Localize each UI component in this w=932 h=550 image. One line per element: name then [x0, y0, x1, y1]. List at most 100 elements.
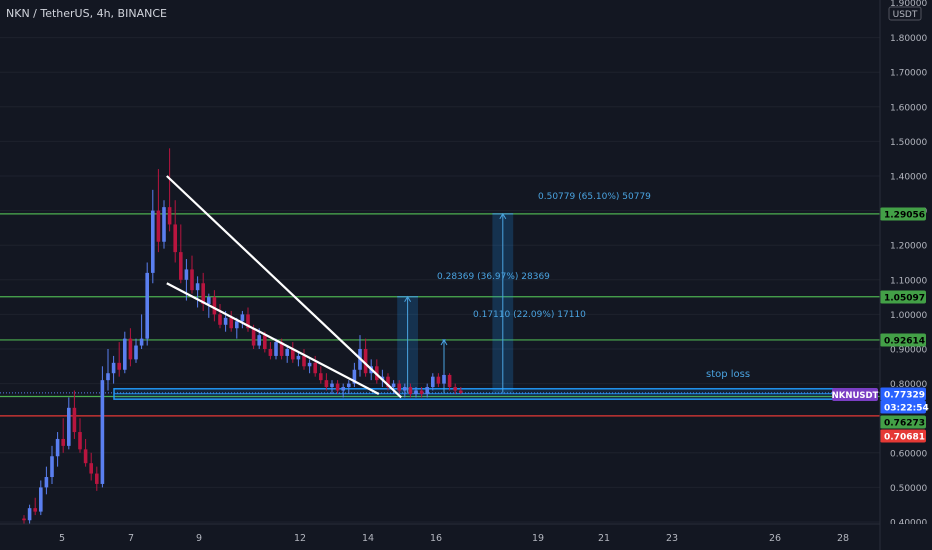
price-tick-label: 0.60000: [890, 449, 927, 459]
candle-bull: [257, 335, 261, 346]
candle-bear: [419, 390, 424, 394]
candle-bear: [212, 297, 217, 315]
price-tag-label: 1.29056: [884, 211, 925, 221]
candle-bull: [100, 380, 105, 484]
price-tag-label: 0.70681: [884, 433, 925, 443]
price-tag-label: 1.05097: [884, 294, 925, 304]
candle-bull: [341, 387, 345, 391]
time-tick-label: 9: [196, 533, 202, 544]
candle-bear: [201, 283, 205, 305]
candle-bear: [95, 473, 99, 484]
candle-bear: [128, 338, 133, 360]
target3-label: 0.50779 (65.10%) 50779: [538, 192, 651, 202]
price-tick-label: 1.00000: [890, 311, 927, 321]
candle-bear: [251, 328, 256, 346]
candle-bull: [235, 321, 239, 329]
candle-bear: [61, 438, 65, 446]
candle-bear: [279, 342, 284, 356]
candle-bear: [319, 373, 323, 381]
price-axis-ticks: 1.800001.700001.600001.500001.400001.300…: [890, 34, 927, 528]
time-tick-label: 16: [430, 533, 442, 544]
candle-bull: [27, 508, 32, 521]
candle-bull: [44, 477, 49, 488]
candle-bull: [184, 269, 189, 280]
price-tag: [880, 415, 926, 429]
candle-bear: [453, 387, 457, 391]
candle-bear: [22, 518, 26, 521]
candle-bull: [431, 376, 435, 388]
candle-bull: [425, 387, 429, 394]
price-tick-label: 1.10000: [890, 276, 927, 286]
candle-bull: [134, 345, 138, 360]
time-axis[interactable]: [0, 524, 932, 550]
price-tag-label: 0.92614: [884, 337, 925, 347]
wedge-lower-line: [166, 282, 380, 395]
price-tick-label: 0.80000: [890, 380, 927, 390]
candle-bear: [179, 252, 183, 280]
candle-bull: [162, 207, 166, 242]
candle-bear: [302, 355, 306, 367]
candle-bull: [240, 314, 245, 322]
candle-bear: [291, 349, 295, 360]
candles-layer: [22, 148, 463, 524]
price-tick-label: 1.50000: [890, 138, 927, 148]
candle-bull: [111, 362, 116, 374]
price-tick-label: 1.60000: [890, 103, 927, 113]
candle-bull: [391, 383, 396, 388]
target2-label: 0.28369 (36.97%) 28369: [437, 272, 550, 282]
candle-bull: [139, 338, 144, 346]
candle-bull: [403, 387, 407, 391]
wedge-upper-line: [166, 175, 402, 399]
candle-bear: [313, 362, 317, 374]
candle-bull: [106, 373, 110, 381]
time-tick-label: 12: [294, 533, 306, 544]
price-tick-label: 0.40000: [890, 519, 927, 529]
candle-bear: [72, 407, 77, 433]
time-tick-label: 21: [598, 533, 610, 544]
price-tag: [880, 290, 926, 304]
stop-zone-layer: [113, 388, 839, 400]
time-tick-label: 26: [769, 533, 781, 544]
price-tag-label: 03:22:54: [884, 404, 929, 414]
candle-bear: [156, 210, 161, 242]
price-tick-label: 1.20000: [890, 242, 927, 252]
unit-label: USDT: [893, 10, 918, 20]
candle-bull: [151, 210, 155, 273]
price-tick-label: 1.40000: [890, 173, 927, 183]
price-tick-label: 0.90000: [890, 346, 927, 356]
candle-bull: [145, 272, 149, 339]
price-tag: [880, 333, 926, 347]
candle-bear: [397, 383, 401, 391]
price-tick-label: 1.70000: [890, 69, 927, 79]
price-tag: [880, 207, 926, 221]
trendlines-layer: [166, 175, 402, 399]
candle-bear: [447, 374, 452, 388]
candle-bear: [167, 207, 172, 225]
candle-bear: [436, 376, 441, 384]
unit-badge[interactable]: [888, 6, 922, 21]
price-tag-label: 0.76273: [884, 419, 925, 429]
candle-bull: [223, 317, 228, 325]
stop-loss-label: stop loss: [706, 369, 750, 380]
time-tick-label: 23: [666, 533, 678, 544]
symbol-badge: [832, 388, 878, 401]
candle-bear: [386, 376, 390, 388]
candle-bull: [347, 383, 351, 388]
time-tick-label: 14: [362, 533, 374, 544]
price-tags: 1.29056 1.05097 0.92614 0.77329 03:22:54 0.76…: [880, 207, 929, 443]
candle-bear: [229, 317, 233, 329]
candle-bear: [246, 314, 250, 329]
candle-bull: [50, 456, 54, 478]
candle-bull: [67, 407, 71, 446]
candle-bull: [123, 338, 127, 370]
candle-bull: [296, 355, 301, 360]
time-axis-ticks: 5 7 9 12 14 16 19 21 23 26 28: [59, 533, 849, 544]
target-boxes: [397, 212, 514, 393]
candle-bear: [83, 449, 88, 464]
price-tag: [880, 387, 926, 401]
candle-bear: [268, 349, 273, 356]
candle-bull: [55, 438, 60, 457]
price-axis-top-partial: 1.90000: [890, 0, 927, 9]
price-tick-label: 0.50000: [890, 484, 927, 494]
